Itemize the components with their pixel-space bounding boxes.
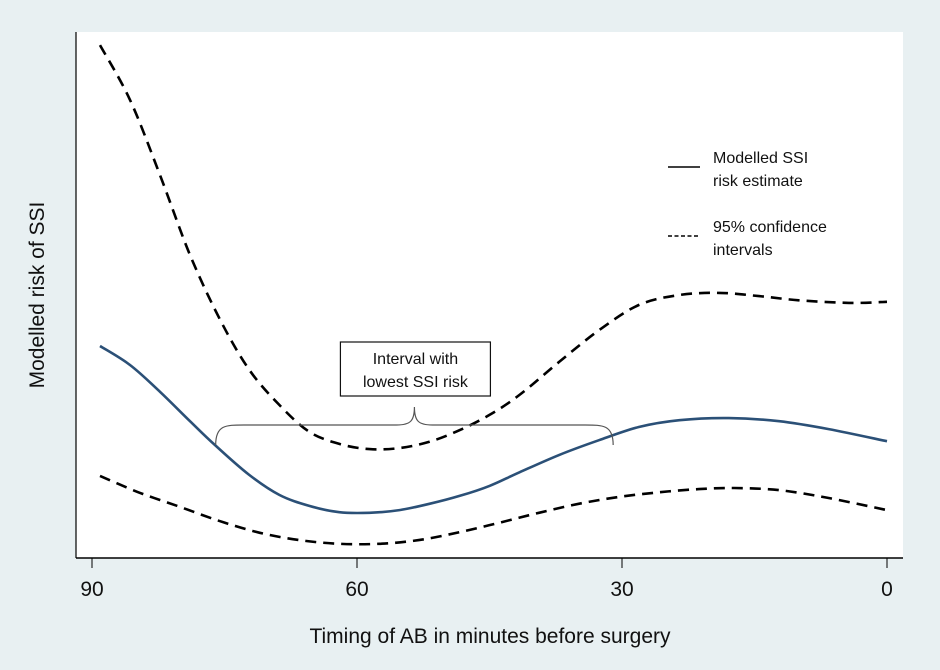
annotation-brace: [215, 406, 614, 446]
series-layer: [98, 44, 888, 546]
x-tick-label: 60: [345, 578, 368, 601]
annotation-layer: Interval with lowest SSI risk: [215, 341, 614, 446]
x-axis-title: Timing of AB in minutes before surgery: [309, 625, 671, 648]
series-line-upper-ci: [98, 44, 888, 451]
legend-label-estimate-line-2: risk estimate: [713, 173, 803, 190]
annotation-text-line-1: Interval with: [373, 351, 458, 368]
legend-label-ci-line-2: intervals: [713, 242, 773, 259]
x-tick-label: 90: [80, 578, 103, 601]
plot-area: [76, 32, 903, 558]
y-axis-title: Modelled risk of SSI: [26, 202, 49, 389]
series-line-risk-estimate: [99, 344, 888, 515]
series-line-lower-ci: [99, 474, 888, 546]
legend-label-estimate-line-1: Modelled SSI: [713, 150, 808, 167]
legend: Modelled SSI risk estimate 95% confidenc…: [668, 150, 827, 259]
x-tick-label: 30: [610, 578, 633, 601]
x-ticks: 90 60 30 0: [80, 558, 893, 601]
annotation-box: [339, 341, 492, 397]
legend-label-ci-line-1: 95% confidence: [713, 219, 827, 236]
x-tick-label: 0: [881, 578, 893, 601]
annotation-text-line-2: lowest SSI risk: [363, 374, 469, 391]
